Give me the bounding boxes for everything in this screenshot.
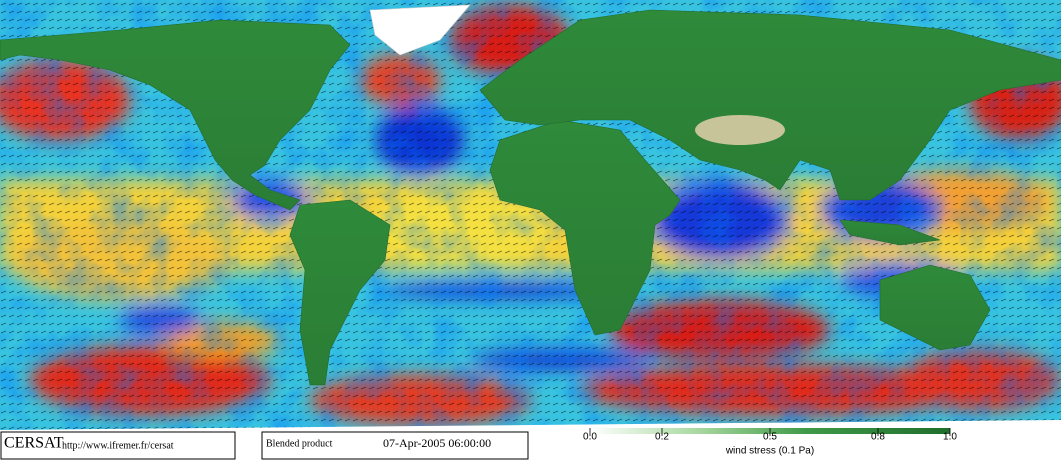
colorbar-tick-label: 0.0 (583, 432, 597, 443)
greenland (369, 4, 471, 56)
eurasia (479, 9, 1061, 201)
indonesia (839, 219, 941, 246)
north-america (0, 19, 351, 211)
colorbar-tick-label: 0.5 (763, 432, 777, 443)
info-box (261, 431, 529, 460)
tibet (695, 115, 785, 145)
antarctica (0, 420, 1061, 430)
africa (489, 119, 681, 336)
south-america (289, 199, 391, 386)
product: Blended product (266, 438, 333, 449)
datetime: 07-Apr-2005 06:00:00 (383, 436, 491, 450)
australia (879, 264, 991, 351)
logo: CERSAT (4, 435, 64, 452)
url[interactable]: http://www.ifremer.fr/cersat (62, 440, 174, 451)
colorbar-tick-label: 0.2 (655, 432, 669, 443)
continents (0, 4, 1061, 430)
colorbar-label: wind stress (0.1 Pa) (725, 446, 814, 457)
colorbar-tick-label: 1.0 (943, 432, 957, 443)
logo-box (0, 431, 236, 460)
colorbar-tick-label: 0.8 (871, 432, 885, 443)
